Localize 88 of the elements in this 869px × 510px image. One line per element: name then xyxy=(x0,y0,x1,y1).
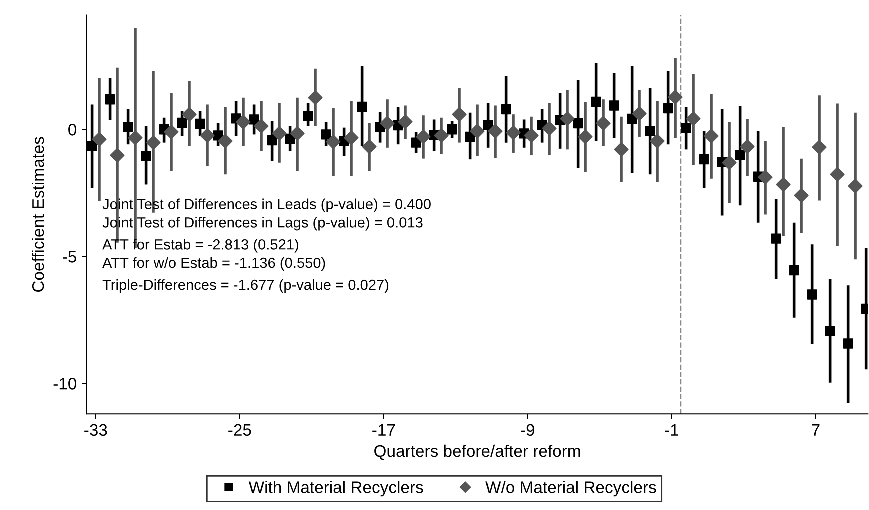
point xyxy=(272,126,287,141)
point xyxy=(681,123,692,134)
point xyxy=(290,126,305,141)
point xyxy=(398,114,413,130)
point xyxy=(825,326,836,336)
point xyxy=(722,156,737,170)
point xyxy=(195,118,206,130)
point xyxy=(123,122,134,132)
point xyxy=(848,178,863,194)
point xyxy=(542,121,557,136)
point xyxy=(506,126,521,140)
point xyxy=(141,151,152,162)
point xyxy=(326,134,341,150)
point xyxy=(609,100,620,111)
point xyxy=(699,154,710,165)
point xyxy=(164,124,179,140)
point xyxy=(501,104,512,115)
point xyxy=(578,130,593,144)
point xyxy=(488,124,503,139)
point xyxy=(87,141,98,152)
point xyxy=(254,119,269,134)
point xyxy=(789,266,800,276)
y-tick-label: -10 xyxy=(54,378,77,390)
x-axis-title: Quarters before/after reform xyxy=(374,444,580,460)
point xyxy=(686,112,701,126)
point xyxy=(218,134,233,149)
point xyxy=(200,128,215,143)
point xyxy=(128,130,143,146)
y-tick-label: 0 xyxy=(68,124,77,136)
point xyxy=(105,94,116,105)
point xyxy=(321,130,332,140)
point xyxy=(92,132,107,147)
point xyxy=(812,140,827,155)
x-tick-label: -9 xyxy=(521,424,535,436)
point xyxy=(236,114,251,130)
legend-label: W/o Material Recyclers xyxy=(486,481,656,497)
point xyxy=(591,96,602,108)
point xyxy=(632,106,647,122)
point xyxy=(344,130,359,146)
point xyxy=(380,116,395,131)
x-tick-label: -25 xyxy=(228,424,252,436)
point xyxy=(249,114,260,125)
point xyxy=(560,112,575,126)
point xyxy=(267,135,278,146)
point xyxy=(362,140,377,154)
point xyxy=(483,120,494,130)
point xyxy=(452,107,467,122)
point xyxy=(843,338,854,349)
point xyxy=(357,102,368,112)
x-tick-label: -33 xyxy=(84,424,108,436)
point xyxy=(524,128,539,143)
point xyxy=(807,290,818,300)
point xyxy=(573,118,584,129)
point xyxy=(110,148,125,163)
annotation: Triple-Differences = -1.677 (p-value = 0.027) xyxy=(102,279,389,294)
point xyxy=(740,140,755,154)
point xyxy=(146,136,161,150)
point xyxy=(465,132,476,142)
point xyxy=(830,167,845,182)
y-axis-title: Coefficient Estimates xyxy=(32,137,44,292)
point xyxy=(213,130,224,141)
point xyxy=(704,128,719,144)
annotation: ATT for w/o Estab = -1.136 (0.550) xyxy=(102,257,326,272)
x-tick-label: -17 xyxy=(372,424,396,436)
point xyxy=(776,177,791,192)
point xyxy=(308,90,323,106)
point xyxy=(416,130,431,144)
point xyxy=(758,170,773,185)
x-tick-label: 7 xyxy=(812,424,820,436)
point xyxy=(794,188,809,203)
point xyxy=(771,234,782,244)
point xyxy=(182,107,197,122)
point xyxy=(663,103,674,114)
point xyxy=(447,124,458,135)
point xyxy=(177,118,188,128)
point xyxy=(645,126,656,136)
point xyxy=(434,128,449,143)
point xyxy=(735,150,746,160)
point xyxy=(614,142,629,157)
point xyxy=(470,124,485,139)
x-tick-label: -1 xyxy=(665,424,679,436)
point xyxy=(650,134,665,149)
y-tick-label: -5 xyxy=(63,251,76,263)
legend-label: With Material Recyclers xyxy=(248,481,424,497)
point xyxy=(668,90,683,105)
point xyxy=(411,138,422,148)
point xyxy=(596,116,611,131)
point xyxy=(303,111,314,122)
